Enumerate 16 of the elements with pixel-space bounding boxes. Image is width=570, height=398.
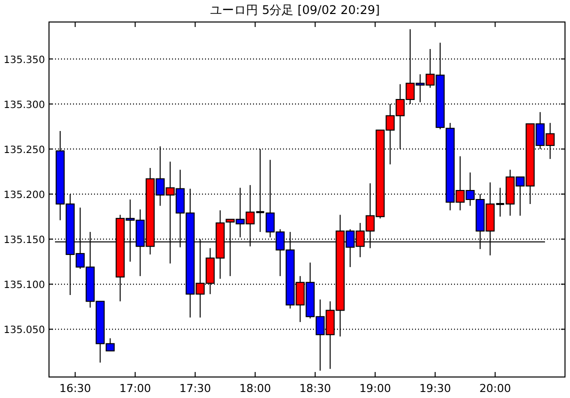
chart-title: ユーロ円 5分足 [09/02 20:29] — [210, 3, 380, 17]
x-tick-label: 17:00 — [119, 382, 152, 395]
y-tick-label: 135.200 — [4, 190, 45, 202]
y-tick-label: 135.350 — [4, 54, 45, 66]
x-tick-label: 19:00 — [359, 382, 392, 395]
y-tick-label: 135.150 — [4, 235, 45, 246]
y-tick-label: 135.100 — [4, 280, 45, 292]
x-tick-label: 18:30 — [299, 382, 332, 395]
x-tick-label: 16:30 — [59, 382, 92, 395]
y-tick-label: 135.250 — [4, 145, 45, 156]
y-tick-label: 135.050 — [4, 325, 45, 336]
x-tick-label: 19:30 — [419, 382, 452, 395]
x-tick-label: 17:30 — [179, 382, 212, 395]
x-tick-label: 18:00 — [239, 382, 272, 395]
x-tick-label: 20:00 — [479, 382, 512, 395]
y-tick-label: 135.300 — [4, 100, 45, 111]
